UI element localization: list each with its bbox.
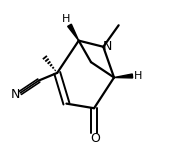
Text: N: N — [102, 40, 112, 53]
Text: N: N — [10, 88, 20, 101]
Polygon shape — [68, 24, 79, 41]
Text: O: O — [91, 132, 100, 145]
Polygon shape — [114, 74, 133, 78]
Text: H: H — [62, 14, 71, 24]
Text: H: H — [134, 71, 142, 81]
